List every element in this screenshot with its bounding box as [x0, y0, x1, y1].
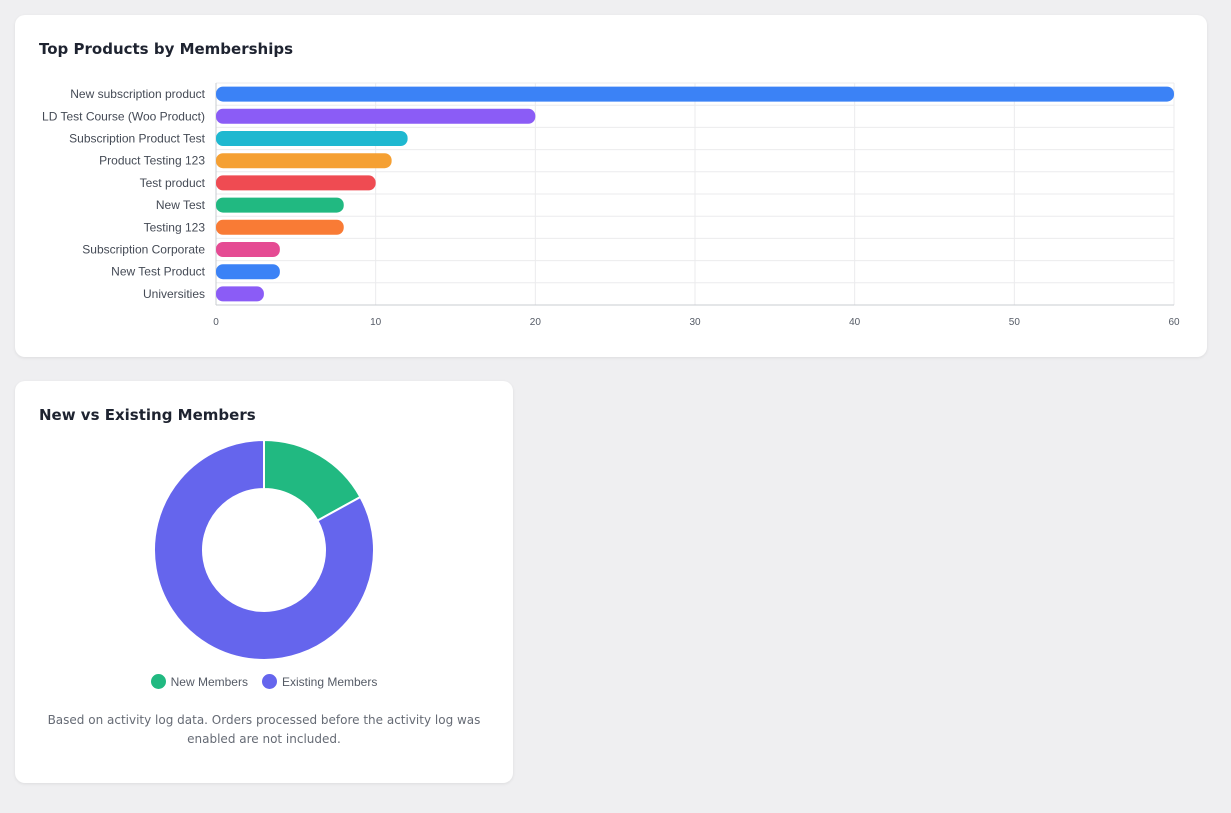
- y-tick-label: Product Testing 123: [99, 154, 205, 168]
- top-products-card: Top Products by Memberships New subscrip…: [15, 15, 1207, 357]
- bar-test-product[interactable]: [216, 175, 376, 191]
- bar-new-subscription-product[interactable]: [216, 86, 1174, 102]
- bars: [216, 86, 1174, 302]
- y-tick-label: Universities: [143, 287, 205, 301]
- members-legend: New Members Existing Members: [15, 674, 513, 689]
- x-axis-labels: 0 10 20 30 40 50 60: [213, 317, 1180, 328]
- bar-testing-123[interactable]: [216, 219, 344, 235]
- bar-product-testing-123[interactable]: [216, 153, 392, 169]
- x-tick-label: 10: [370, 317, 382, 328]
- legend-swatch-new-members: [150, 674, 166, 689]
- bar-subscription-corporate[interactable]: [216, 242, 280, 257]
- y-tick-label: New subscription product: [70, 87, 205, 101]
- y-axis-labels: New subscription product LD Test Course (…: [42, 87, 206, 301]
- donut-slice-existing-members[interactable]: [153, 438, 375, 661]
- bar-new-test[interactable]: [216, 197, 344, 213]
- y-tick-label: New Test: [156, 198, 206, 212]
- y-tick-label: LD Test Course (Woo Product): [42, 109, 205, 123]
- top-products-bar-chart: New subscription product LD Test Course (…: [42, 82, 1180, 328]
- bar-universities[interactable]: [216, 286, 264, 302]
- x-tick-label: 0: [213, 317, 219, 328]
- x-tick-label: 60: [1168, 317, 1180, 328]
- legend-label-new-members: New Members: [170, 674, 248, 689]
- x-tick-label: 30: [689, 317, 701, 328]
- bar-subscription-product-test[interactable]: [216, 131, 408, 146]
- x-tick-label: 20: [530, 317, 542, 328]
- y-tick-label: New Test Product: [111, 265, 205, 279]
- y-tick-label: Subscription Product Test: [69, 132, 206, 146]
- legend-item-new-members[interactable]: New Members: [150, 674, 248, 689]
- legend-swatch-existing-members: [261, 674, 277, 689]
- members-note: Based on activity log data. Orders proce…: [47, 713, 481, 746]
- y-tick-label: Subscription Corporate: [82, 243, 205, 257]
- legend-item-existing-members[interactable]: Existing Members: [261, 674, 378, 689]
- top-products-title: Top Products by Memberships: [39, 40, 294, 58]
- members-card: New vs Existing Members New Members Exis…: [15, 381, 513, 783]
- x-tick-label: 40: [849, 317, 861, 328]
- members-donut-chart: [153, 438, 375, 661]
- bar-ld-test-course-woo-product[interactable]: [216, 108, 536, 124]
- legend-label-existing-members: Existing Members: [281, 674, 378, 689]
- bar-new-test-product[interactable]: [216, 264, 280, 280]
- y-tick-label: Test product: [140, 176, 206, 190]
- y-tick-label: Testing 123: [144, 220, 206, 234]
- x-tick-label: 50: [1009, 317, 1021, 328]
- members-title: New vs Existing Members: [39, 406, 256, 424]
